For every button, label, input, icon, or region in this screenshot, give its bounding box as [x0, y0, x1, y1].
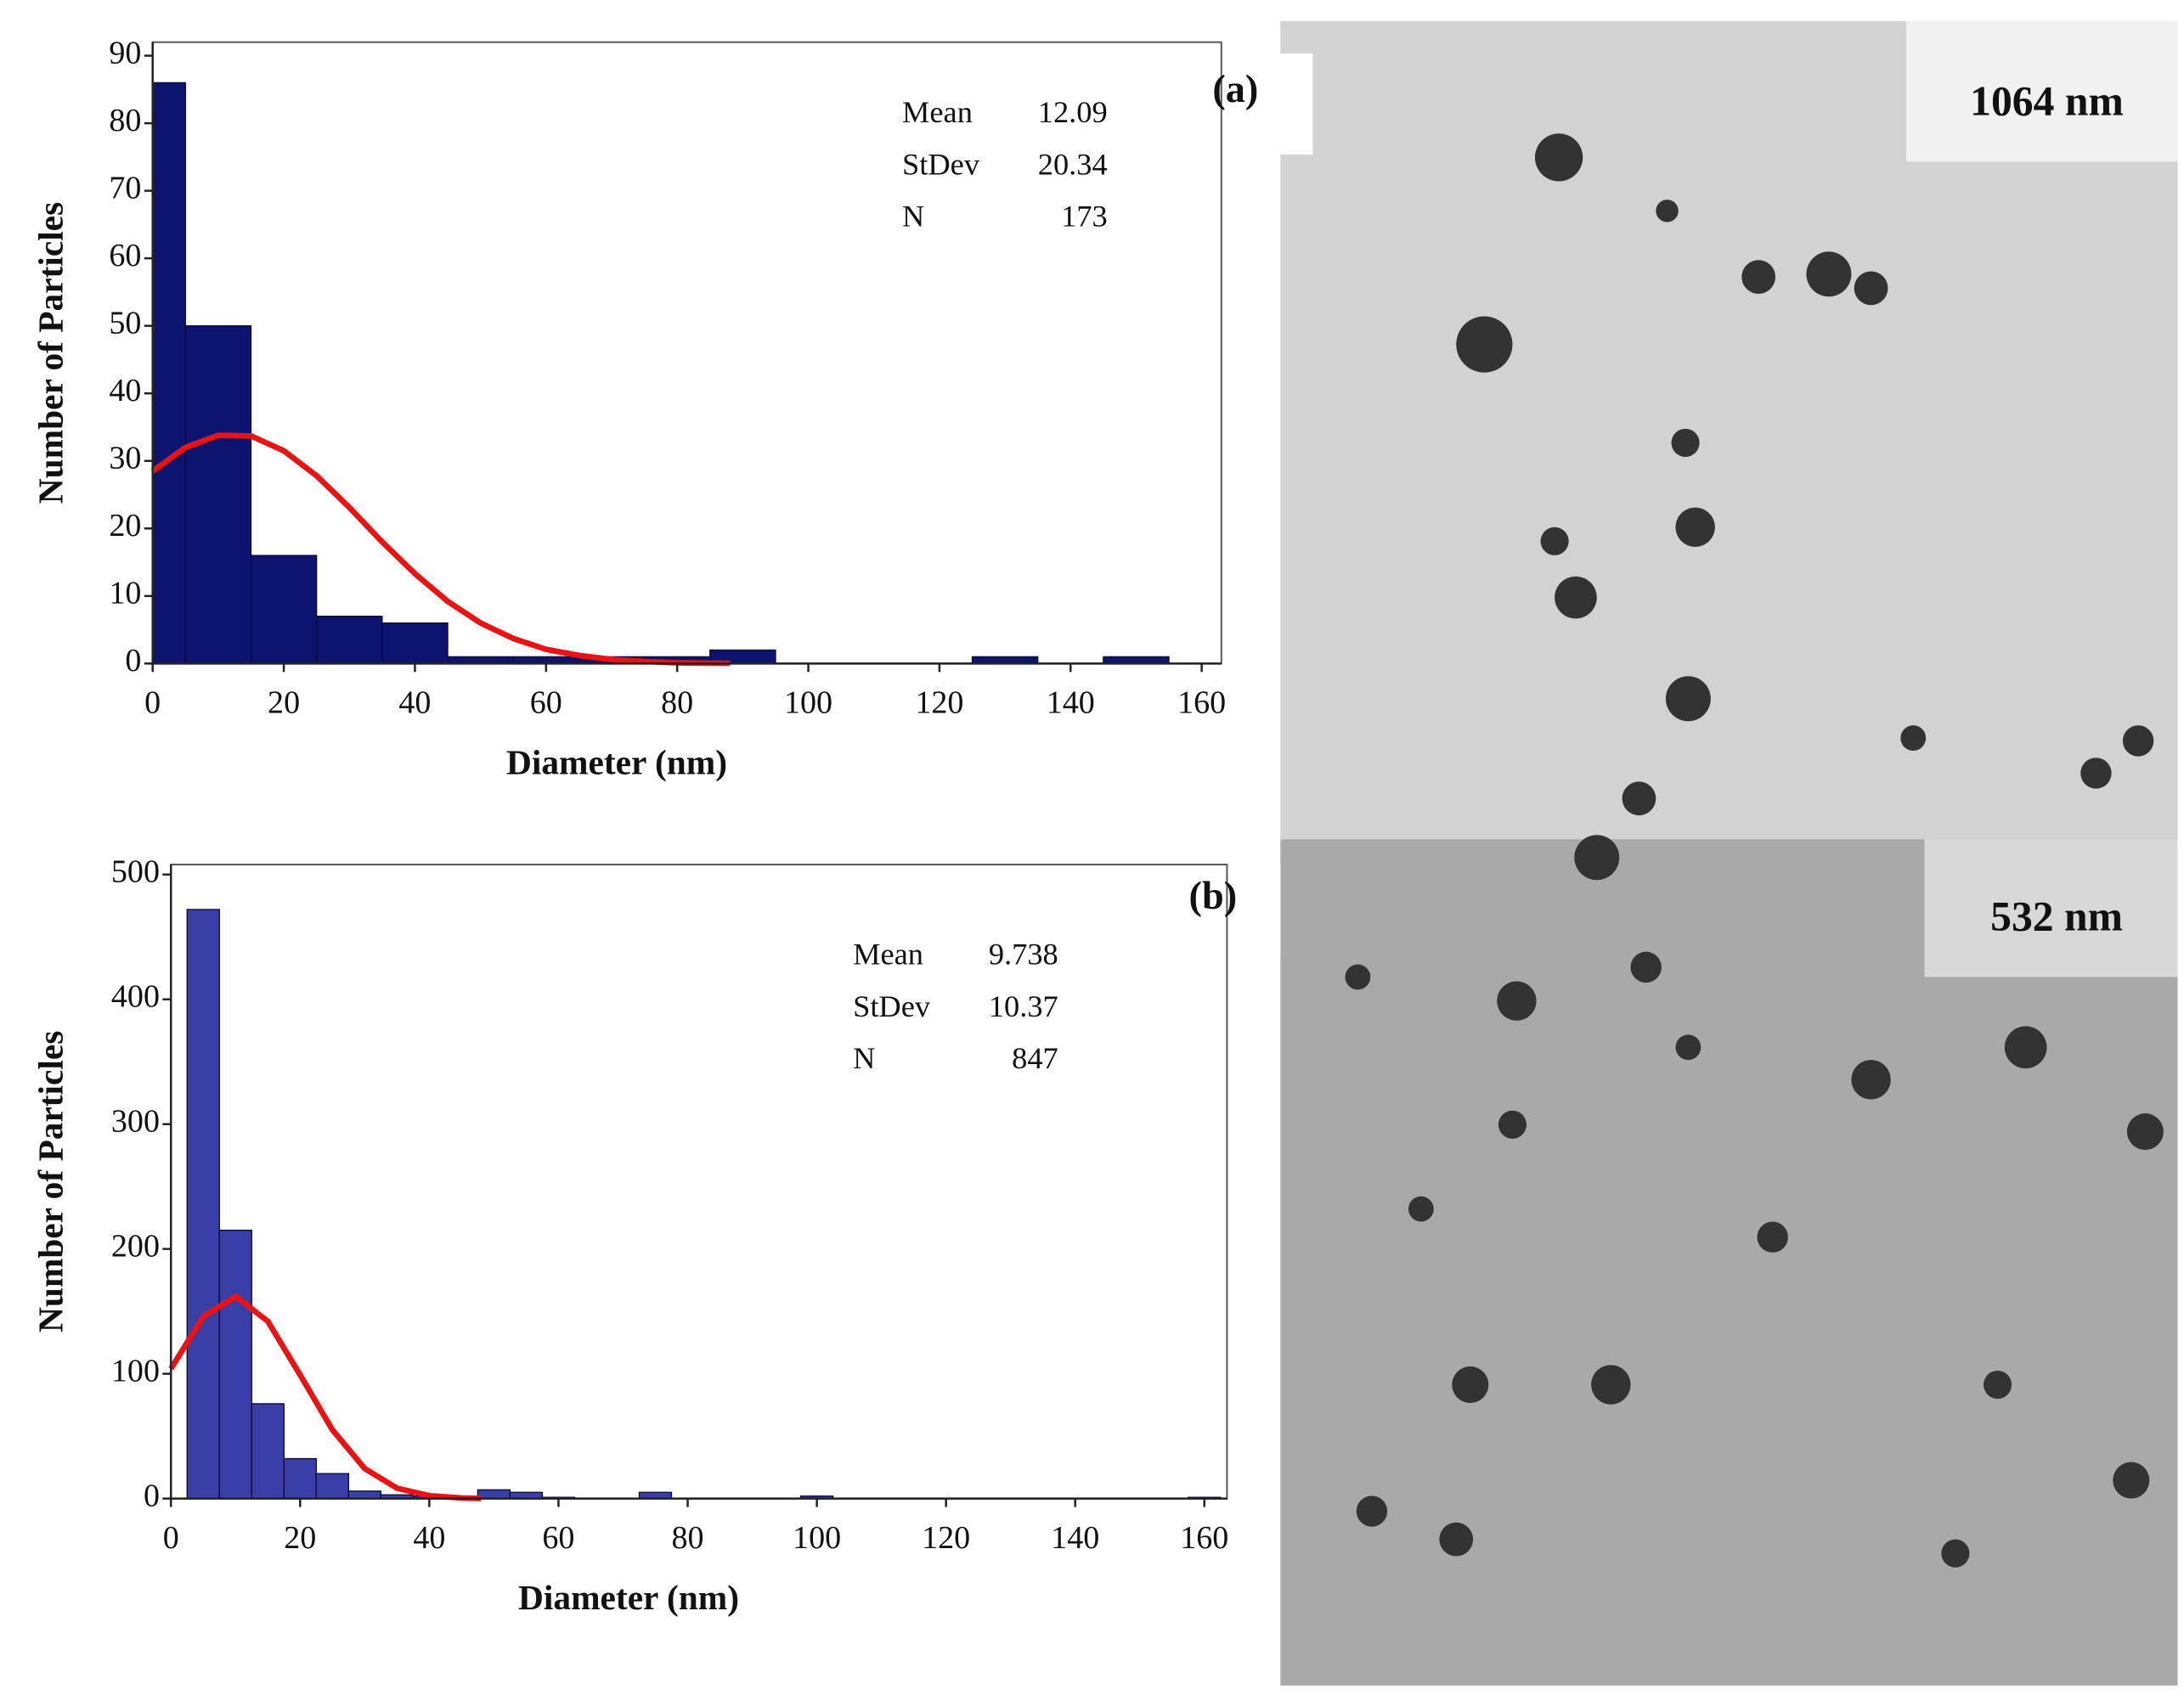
x-tick-label: 80 — [661, 685, 693, 721]
stat-name: StDev — [853, 989, 931, 1023]
panel-label: (a) — [1212, 68, 1258, 111]
x-tick-label: 40 — [413, 1520, 445, 1556]
label-box — [1924, 839, 2178, 977]
y-tick-label: 80 — [109, 103, 141, 138]
tem-image — [1280, 839, 2178, 1686]
bar — [218, 1229, 252, 1500]
bar — [250, 555, 318, 664]
stat-value: 12.09 — [1038, 95, 1108, 129]
x-axis-title: Diameter (nm) — [518, 1578, 739, 1618]
x-tick-label: 160 — [1180, 1520, 1228, 1556]
x-tick-label: 40 — [398, 685, 431, 721]
y-tick-label: 300 — [111, 1103, 160, 1139]
fit-curve — [150, 432, 730, 667]
y-tick-label: 100 — [111, 1353, 160, 1388]
bar — [477, 1489, 511, 1500]
stat-value: 173 — [1061, 200, 1108, 234]
x-tick-label: 100 — [784, 685, 832, 721]
stat-value: 10.37 — [989, 989, 1058, 1023]
y-axis-title: Number of Particles — [31, 1031, 70, 1332]
stat-name: StDev — [902, 147, 980, 181]
y-tick-label: 50 — [109, 305, 141, 341]
image-label: 1064 nm — [1970, 78, 2124, 125]
x-tick-label: 120 — [915, 685, 963, 721]
y-tick-label: 30 — [109, 440, 141, 476]
stat-name: N — [902, 200, 924, 234]
y-tick-label: 10 — [109, 576, 141, 611]
bar — [347, 1490, 382, 1500]
bar — [283, 1457, 317, 1500]
label-box — [1165, 860, 1281, 956]
y-tick-label: 500 — [111, 854, 160, 890]
x-tick-label: 100 — [793, 1520, 841, 1556]
label-box — [1188, 53, 1313, 155]
y-axis-title: Number of Particles — [31, 202, 70, 504]
stat-name: N — [853, 1041, 875, 1075]
x-tick-label: 0 — [163, 1520, 179, 1556]
stat-value: 9.738 — [989, 938, 1058, 972]
fit-curve — [168, 1293, 482, 1501]
x-tick-label: 140 — [1051, 1520, 1099, 1556]
y-tick-label: 0 — [144, 1478, 160, 1513]
label-box — [1905, 20, 2178, 162]
x-tick-label: 60 — [542, 1520, 574, 1556]
particles — [1345, 133, 2164, 1568]
stat-name: Mean — [902, 95, 973, 129]
x-tick-label: 20 — [268, 685, 300, 721]
y-tick-label: 200 — [111, 1228, 160, 1264]
bar — [152, 82, 186, 664]
stat-value: 20.34 — [1038, 147, 1108, 181]
stat-value: 847 — [1012, 1041, 1058, 1075]
x-tick-label: 160 — [1177, 685, 1226, 721]
x-tick-label: 140 — [1047, 685, 1095, 721]
y-tick-label: 0 — [125, 643, 141, 679]
x-tick-label: 20 — [284, 1520, 316, 1556]
bar — [251, 1403, 285, 1500]
x-axis-title: Diameter (nm) — [506, 743, 727, 783]
x-tick-label: 80 — [671, 1520, 703, 1556]
stat-name: Mean — [853, 938, 923, 972]
bar — [315, 1473, 349, 1500]
x-tick-label: 120 — [922, 1520, 970, 1556]
y-tick-label: 20 — [109, 508, 141, 544]
plot-frame — [170, 864, 1228, 1500]
bar — [186, 909, 220, 1500]
y-tick-label: 400 — [111, 979, 160, 1015]
x-tick-label: 0 — [144, 685, 161, 721]
y-tick-label: 40 — [109, 373, 141, 408]
image-label: 532 nm — [1990, 893, 2123, 940]
y-tick-label: 70 — [109, 170, 141, 206]
bar — [316, 616, 383, 664]
y-tick-label: 60 — [109, 238, 141, 273]
x-tick-label: 60 — [530, 685, 562, 721]
panel-label: (b) — [1189, 875, 1238, 918]
bar — [381, 622, 449, 664]
y-tick-label: 90 — [109, 35, 141, 70]
bar — [184, 325, 252, 664]
